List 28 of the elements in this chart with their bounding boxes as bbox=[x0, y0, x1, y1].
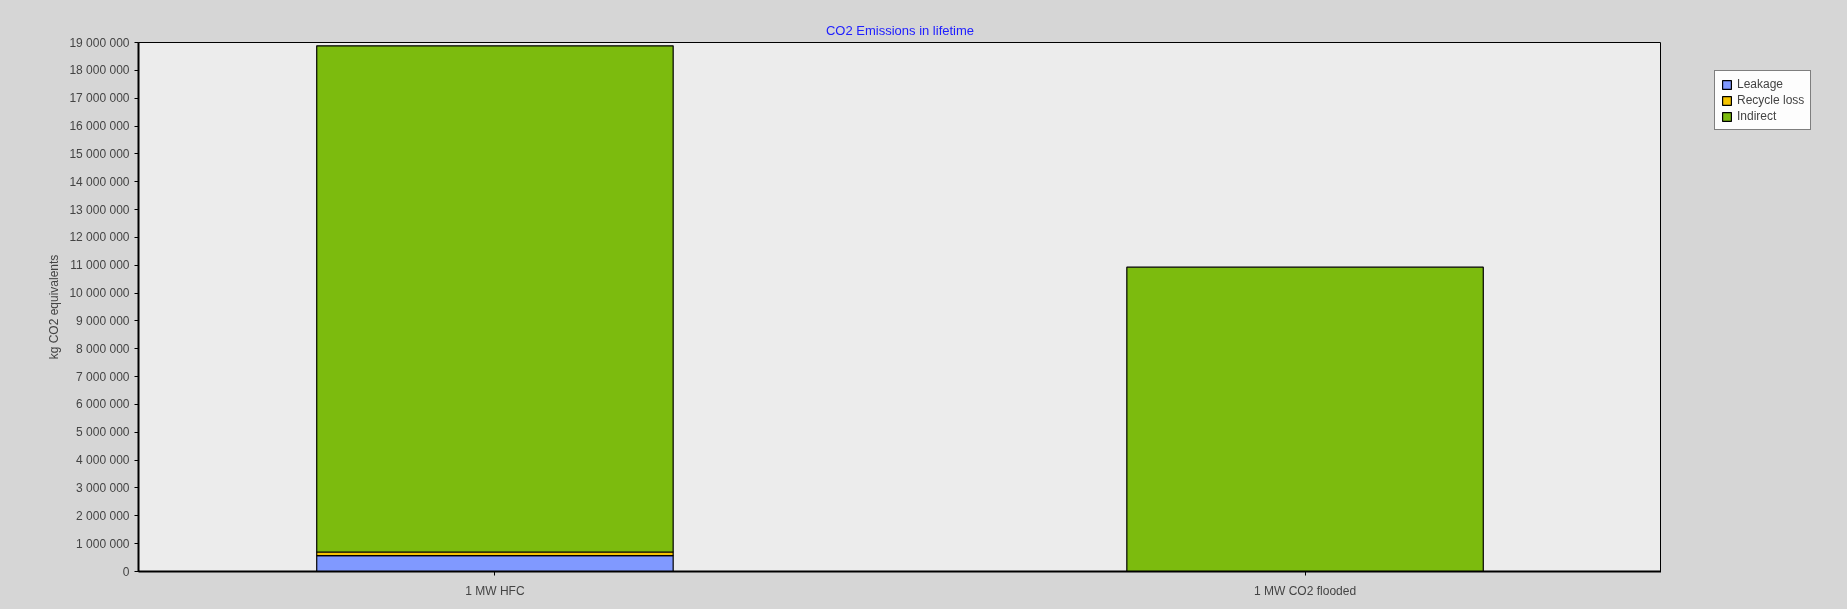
y-tick-label: 15 000 000 bbox=[69, 146, 130, 161]
y-tick-label: 2 000 000 bbox=[76, 508, 130, 523]
chart-title: CO2 Emissions in lifetime bbox=[825, 22, 975, 38]
y-tick-label: 12 000 000 bbox=[69, 230, 130, 245]
y-tick-label: 11 000 000 bbox=[70, 258, 130, 273]
y-tick-label: 3 000 000 bbox=[76, 480, 130, 495]
legend-label: Leakage bbox=[1737, 77, 1784, 91]
x-tick-label: 1 MW CO2 flooded bbox=[1254, 583, 1357, 598]
y-tick-label: 17 000 000 bbox=[69, 91, 130, 106]
y-tick-label: 13 000 000 bbox=[69, 202, 130, 217]
y-tick-label: 16 000 000 bbox=[69, 119, 130, 134]
x-tick-label: 1 MW HFC bbox=[465, 583, 525, 598]
y-tick-label: 18 000 000 bbox=[69, 63, 130, 78]
y-tick-label: 14 000 000 bbox=[69, 174, 130, 189]
y-tick-label: 8 000 000 bbox=[76, 341, 130, 356]
y-tick-label: 5 000 000 bbox=[76, 425, 130, 440]
legend-label: Indirect bbox=[1737, 109, 1777, 123]
y-tick-label: 0 bbox=[122, 564, 130, 579]
y-tick-label: 4 000 000 bbox=[76, 453, 130, 468]
y-tick-label: 7 000 000 bbox=[76, 369, 130, 384]
y-tick-label: 19 000 000 bbox=[69, 35, 130, 50]
y-axis-title: kg CO2 equivalents bbox=[47, 254, 62, 360]
y-tick-label: 10 000 000 bbox=[69, 286, 130, 301]
legend-label: Recycle loss bbox=[1737, 93, 1805, 107]
bar bbox=[316, 45, 674, 553]
y-tick-label: 9 000 000 bbox=[76, 313, 130, 328]
y-tick-label: 6 000 000 bbox=[76, 397, 130, 412]
y-tick-label: 1 000 000 bbox=[76, 536, 130, 551]
